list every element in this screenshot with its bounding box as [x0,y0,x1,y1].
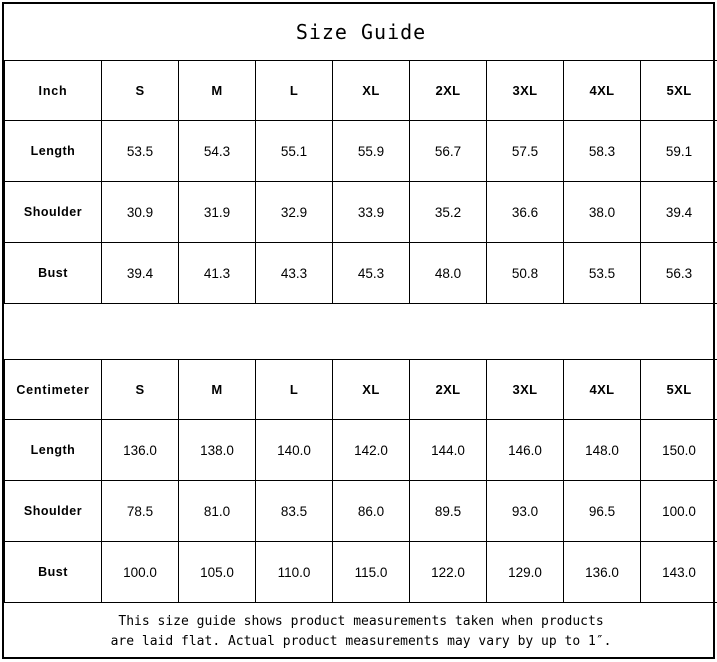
cm-length-m: 138.0 [178,419,256,481]
cm-col-header-2xl: 2XL [409,359,487,420]
inch-shoulder-s: 30.9 [101,181,179,243]
cm-length-4xl: 148.0 [563,419,641,481]
inch-col-header-s: S [101,60,179,121]
cm-length-2xl: 144.0 [409,419,487,481]
inch-bust-xl: 45.3 [332,242,410,304]
cm-shoulder-3xl: 93.0 [486,480,564,542]
note-row: This size guide shows product measuremen… [4,602,717,661]
cm-row-label-shoulder: Shoulder [4,480,102,542]
inch-unit-header: Inch [4,60,102,121]
cm-length-l: 140.0 [255,419,333,481]
centimeter-unit-header: Centimeter [4,359,102,420]
inch-col-header-m: M [178,60,256,121]
cm-bust-m: 105.0 [178,541,256,603]
cm-bust-5xl: 143.0 [639,541,717,603]
inch-length-3xl: 57.5 [486,120,564,182]
cm-col-header-xl: XL [332,359,410,420]
centimeter-header-row: Centimeter S M L XL 2XL 3XL 4XL 5XL [4,359,717,420]
inch-col-header-2xl: 2XL [409,60,487,121]
inch-col-header-4xl: 4XL [563,60,641,121]
table-row: Bust 100.0 105.0 110.0 115.0 122.0 129.0… [4,541,717,603]
title-row: Size Guide [4,4,717,61]
cm-row-label-bust: Bust [4,541,102,603]
cm-shoulder-m: 81.0 [178,480,256,542]
table-row: Shoulder 30.9 31.9 32.9 33.9 35.2 36.6 3… [4,181,717,243]
inch-bust-m: 41.3 [178,242,256,304]
inch-length-2xl: 56.7 [409,120,487,182]
cm-bust-s: 100.0 [101,541,179,603]
table-row: Shoulder 78.5 81.0 83.5 86.0 89.5 93.0 9… [4,480,717,542]
cm-bust-3xl: 129.0 [486,541,564,603]
inch-shoulder-xl: 33.9 [332,181,410,243]
cm-length-3xl: 146.0 [486,419,564,481]
size-guide-table: Size Guide Inch S M L XL 2XL 3XL 4XL 5XL… [4,4,717,661]
cm-shoulder-xl: 86.0 [332,480,410,542]
page-title: Size Guide [4,4,717,61]
cm-col-header-l: L [255,359,333,420]
inch-shoulder-4xl: 38.0 [563,181,641,243]
cm-shoulder-5xl: 100.0 [639,480,717,542]
note-line-2: are laid flat. Actual product measuremen… [110,634,612,649]
inch-col-header-3xl: 3XL [486,60,564,121]
cm-bust-4xl: 136.0 [563,541,641,603]
inch-shoulder-m: 31.9 [178,181,256,243]
cm-col-header-s: S [101,359,179,420]
cm-bust-xl: 115.0 [332,541,410,603]
cm-shoulder-4xl: 96.5 [563,480,641,542]
table-row: Length 136.0 138.0 140.0 142.0 144.0 146… [4,419,717,481]
inch-row-label-length: Length [4,120,102,182]
inch-col-header-5xl: 5XL [639,60,717,121]
table-row: Bust 39.4 41.3 43.3 45.3 48.0 50.8 53.5 … [4,242,717,304]
inch-length-4xl: 58.3 [563,120,641,182]
inch-shoulder-5xl: 39.4 [639,181,717,243]
size-guide-note: This size guide shows product measuremen… [4,602,717,661]
inch-length-l: 55.1 [255,120,333,182]
inch-bust-2xl: 48.0 [409,242,487,304]
note-line-1: This size guide shows product measuremen… [118,613,604,629]
table-spacer [4,303,717,360]
inch-col-header-xl: XL [332,60,410,121]
inch-header-row: Inch S M L XL 2XL 3XL 4XL 5XL [4,60,717,121]
cm-shoulder-l: 83.5 [255,480,333,542]
cm-col-header-4xl: 4XL [563,359,641,420]
cm-bust-2xl: 122.0 [409,541,487,603]
cm-shoulder-s: 78.5 [101,480,179,542]
inch-length-s: 53.5 [101,120,179,182]
inch-bust-l: 43.3 [255,242,333,304]
cm-col-header-m: M [178,359,256,420]
cm-col-header-5xl: 5XL [639,359,717,420]
inch-length-xl: 55.9 [332,120,410,182]
cm-shoulder-2xl: 89.5 [409,480,487,542]
cm-length-5xl: 150.0 [639,419,717,481]
inch-bust-3xl: 50.8 [486,242,564,304]
inch-row-label-bust: Bust [4,242,102,304]
table-row: Length 53.5 54.3 55.1 55.9 56.7 57.5 58.… [4,120,717,182]
inch-row-label-shoulder: Shoulder [4,181,102,243]
inch-shoulder-3xl: 36.6 [486,181,564,243]
inch-length-5xl: 59.1 [639,120,717,182]
inch-bust-s: 39.4 [101,242,179,304]
cm-bust-l: 110.0 [255,541,333,603]
cm-length-xl: 142.0 [332,419,410,481]
inch-length-m: 54.3 [178,120,256,182]
table-spacer-row [4,303,717,360]
cm-length-s: 136.0 [101,419,179,481]
inch-bust-4xl: 53.5 [563,242,641,304]
cm-row-label-length: Length [4,419,102,481]
inch-shoulder-2xl: 35.2 [409,181,487,243]
cm-col-header-3xl: 3XL [486,359,564,420]
inch-col-header-l: L [255,60,333,121]
inch-bust-5xl: 56.3 [639,242,717,304]
inch-shoulder-l: 32.9 [255,181,333,243]
